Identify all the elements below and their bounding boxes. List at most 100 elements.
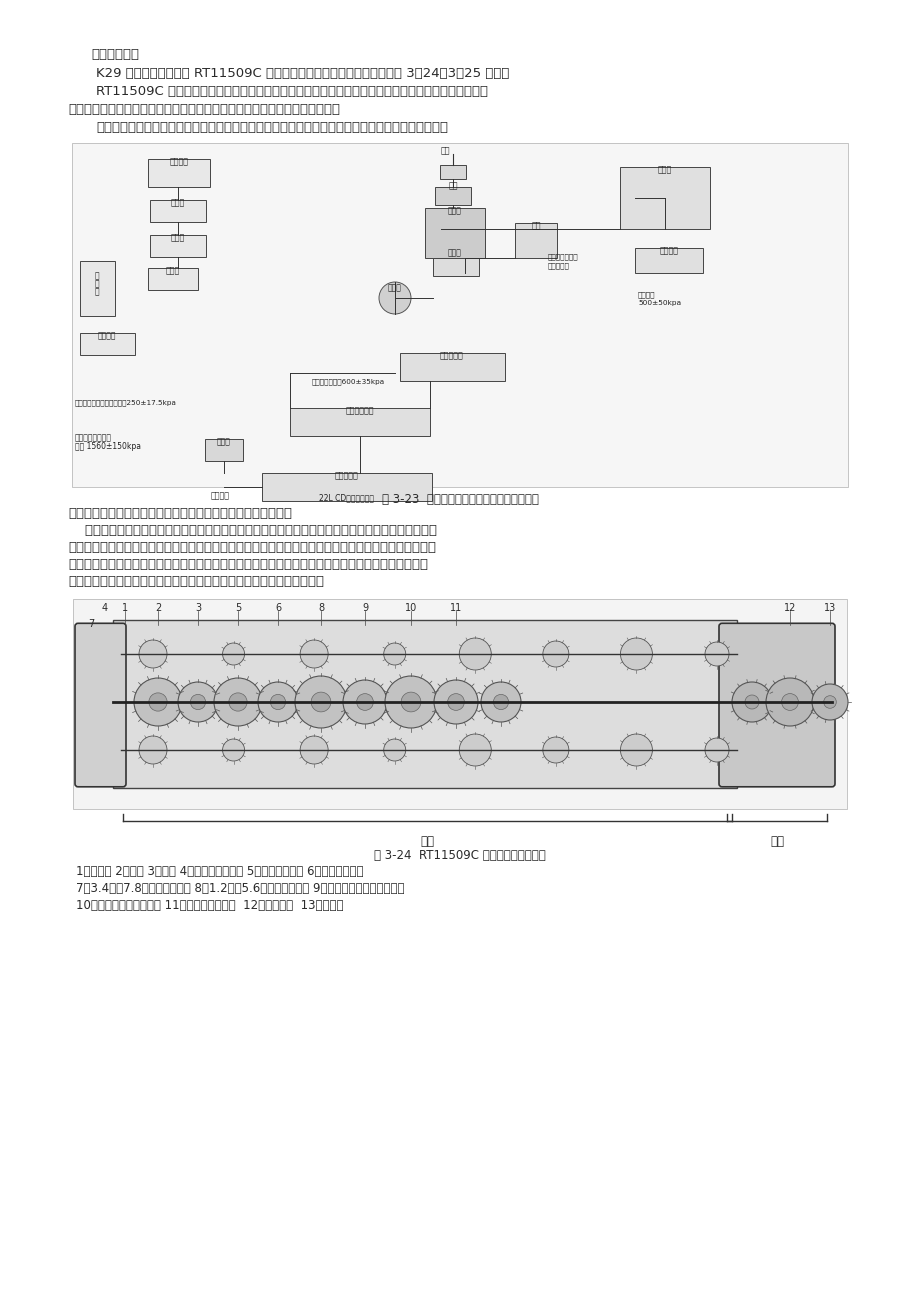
Circle shape bbox=[139, 641, 167, 668]
Circle shape bbox=[542, 737, 568, 763]
Bar bbox=[150, 234, 206, 256]
Text: 11: 11 bbox=[449, 603, 461, 613]
Text: 制动: 制动 bbox=[530, 221, 540, 230]
Text: 副筱: 副筱 bbox=[769, 835, 783, 848]
Circle shape bbox=[493, 694, 508, 710]
Bar bbox=[634, 247, 702, 273]
Circle shape bbox=[704, 642, 728, 667]
Circle shape bbox=[732, 682, 771, 723]
Text: 500±50kpa: 500±50kpa bbox=[637, 299, 680, 306]
Circle shape bbox=[222, 643, 244, 665]
Text: 增压器: 增压器 bbox=[657, 165, 672, 174]
Circle shape bbox=[139, 736, 167, 764]
Bar bbox=[205, 439, 243, 461]
Circle shape bbox=[300, 641, 328, 668]
Text: 高压油泵: 高压油泵 bbox=[169, 158, 188, 165]
FancyBboxPatch shape bbox=[719, 624, 834, 786]
Text: 13: 13 bbox=[823, 603, 835, 613]
FancyBboxPatch shape bbox=[75, 624, 126, 786]
Circle shape bbox=[270, 694, 285, 710]
Circle shape bbox=[222, 740, 244, 760]
Text: 2: 2 bbox=[154, 603, 161, 613]
Text: 主轴孔: 主轴孔 bbox=[388, 283, 402, 292]
Text: 发动机的动力通过离合器传动给变速器输入轴和一轴齿轮。一轴齿轮与中间轴传动齿轮常喬合，驱动: 发动机的动力通过离合器传动给变速器输入轴和一轴齿轮。一轴齿轮与中间轴传动齿轮常喬… bbox=[68, 523, 437, 536]
Text: 轴结构，这种结构比较先进，它改变了传统的单副轴结构，有一系列的优点。: 轴结构，这种结构比较先进，它改变了传统的单副轴结构，有一系列的优点。 bbox=[68, 103, 340, 116]
Circle shape bbox=[401, 693, 420, 712]
Text: 内齿接合时，主轴就与主轴齿轮相联接，并按一定速比转动而输出动力。: 内齿接合时，主轴就与主轴齿轮相联接，并按一定速比转动而输出动力。 bbox=[68, 575, 323, 589]
Bar bbox=[400, 353, 505, 381]
Text: （二）变速器: （二）变速器 bbox=[91, 48, 139, 61]
Bar bbox=[425, 208, 484, 258]
Text: 抗扭泵安全阀开启: 抗扭泵安全阀开启 bbox=[75, 434, 112, 441]
Circle shape bbox=[383, 740, 405, 760]
Bar bbox=[80, 333, 135, 355]
Text: 9: 9 bbox=[361, 603, 368, 613]
Circle shape bbox=[744, 695, 758, 710]
Circle shape bbox=[357, 694, 373, 711]
Text: 主筱: 主筱 bbox=[420, 835, 434, 848]
Circle shape bbox=[379, 283, 411, 314]
Circle shape bbox=[619, 638, 652, 671]
Text: 喷油嘴: 喷油嘴 bbox=[448, 206, 461, 215]
Bar bbox=[262, 473, 432, 501]
Text: 22L CD级柴油机机油: 22L CD级柴油机机油 bbox=[319, 493, 374, 503]
Text: 图 3-24  RT11509C 双副轴变速器结构图: 图 3-24 RT11509C 双副轴变速器结构图 bbox=[374, 849, 545, 862]
Bar bbox=[72, 143, 847, 487]
Text: 机械压力报警器: 机械压力报警器 bbox=[548, 253, 578, 259]
Circle shape bbox=[300, 736, 328, 764]
Circle shape bbox=[295, 676, 346, 728]
Text: 粗滤器: 粗滤器 bbox=[171, 198, 185, 207]
Text: 图 3-23  斯太尔发动机机油源油路原理示意图: 图 3-23 斯太尔发动机机油源油路原理示意图 bbox=[381, 493, 538, 506]
Text: RT11509C 变速器是由一个前置五个前进档，一个倒档的主筱和一个二档的副筱组成。主筱采用了双副: RT11509C 变速器是由一个前置五个前进档，一个倒档的主筱和一个二档的副筱组… bbox=[96, 85, 487, 98]
Text: 一次重复主筱的动力传递过程，最终将动力由副筱输出轴输出。: 一次重复主筱的动力传递过程，最终将动力由副筱输出轴输出。 bbox=[68, 506, 291, 519]
Text: 燃烧室: 燃烧室 bbox=[448, 247, 461, 256]
Circle shape bbox=[343, 680, 387, 724]
Text: 5: 5 bbox=[234, 603, 241, 613]
Circle shape bbox=[459, 638, 491, 671]
Text: 机油泵: 机油泵 bbox=[217, 437, 231, 447]
Text: 3: 3 bbox=[195, 603, 201, 613]
Circle shape bbox=[704, 738, 728, 762]
Text: 粗滤器: 粗滤器 bbox=[165, 266, 180, 275]
Text: 10、副筱输入轴驱动齿轮 11、高、低档同步器  12、低档齿轮  13、输出轴: 10、副筱输入轴驱动齿轮 11、高、低档同步器 12、低档齿轮 13、输出轴 bbox=[76, 898, 343, 911]
Text: 末端泄压阀: 末端泄压阀 bbox=[548, 262, 569, 268]
Bar bbox=[433, 258, 479, 276]
Text: 动力从输入轴输入，分流于两根副轴，再汇集于主轴输出，主筱的主轴就是副筱输入轴，此时副筱再: 动力从输入轴输入，分流于两根副轴，再汇集于主轴输出，主筱的主轴就是副筱输入轴，此… bbox=[96, 121, 448, 134]
Circle shape bbox=[542, 641, 568, 667]
Circle shape bbox=[257, 682, 298, 723]
Bar bbox=[435, 187, 471, 204]
Circle shape bbox=[434, 680, 478, 724]
Bar bbox=[148, 159, 210, 187]
Bar bbox=[515, 223, 556, 258]
Text: 机轴滤清器旁通阀开启压力250±17.5kpa: 机轴滤清器旁通阀开启压力250±17.5kpa bbox=[75, 398, 176, 406]
Text: 压力 1560±150kpa: 压力 1560±150kpa bbox=[75, 441, 141, 450]
Circle shape bbox=[134, 678, 182, 727]
Text: 6: 6 bbox=[275, 603, 281, 613]
Text: 机油滤清器: 机油滤清器 bbox=[335, 471, 358, 480]
Text: 副油底壳: 副油底壳 bbox=[97, 331, 116, 340]
Text: 机油冷却器: 机油冷却器 bbox=[439, 352, 463, 359]
Text: 8: 8 bbox=[318, 603, 323, 613]
Bar bbox=[619, 167, 709, 229]
Circle shape bbox=[481, 682, 520, 723]
Text: 在主轴上空转。二轴滑套与主轴通过花键联接，当移动滑套，使滑套的接合齿（外花键）与主轴齿轮的: 在主轴上空转。二轴滑套与主轴通过花键联接，当移动滑套，使滑套的接合齿（外花键）与… bbox=[68, 559, 427, 572]
Text: 4: 4 bbox=[102, 603, 108, 613]
Text: 磁性堵塞: 磁性堵塞 bbox=[210, 491, 229, 500]
Circle shape bbox=[383, 643, 405, 665]
Circle shape bbox=[229, 693, 247, 711]
Text: 12: 12 bbox=[783, 603, 795, 613]
Bar bbox=[73, 599, 846, 809]
Text: 双缸抗扭滤器: 双缸抗扭滤器 bbox=[346, 406, 374, 415]
Circle shape bbox=[459, 734, 491, 766]
Circle shape bbox=[766, 678, 813, 727]
Circle shape bbox=[811, 684, 847, 720]
Circle shape bbox=[214, 678, 262, 727]
Text: 副油滤: 副油滤 bbox=[171, 233, 185, 242]
Text: 机: 机 bbox=[95, 286, 99, 296]
Bar bbox=[148, 268, 198, 290]
Text: 空: 空 bbox=[95, 271, 99, 280]
Bar bbox=[289, 408, 429, 436]
Bar bbox=[72, 143, 847, 487]
Text: 旁通阀开启压力600±35kpa: 旁通阀开启压力600±35kpa bbox=[312, 378, 384, 384]
Text: 10: 10 bbox=[404, 603, 416, 613]
